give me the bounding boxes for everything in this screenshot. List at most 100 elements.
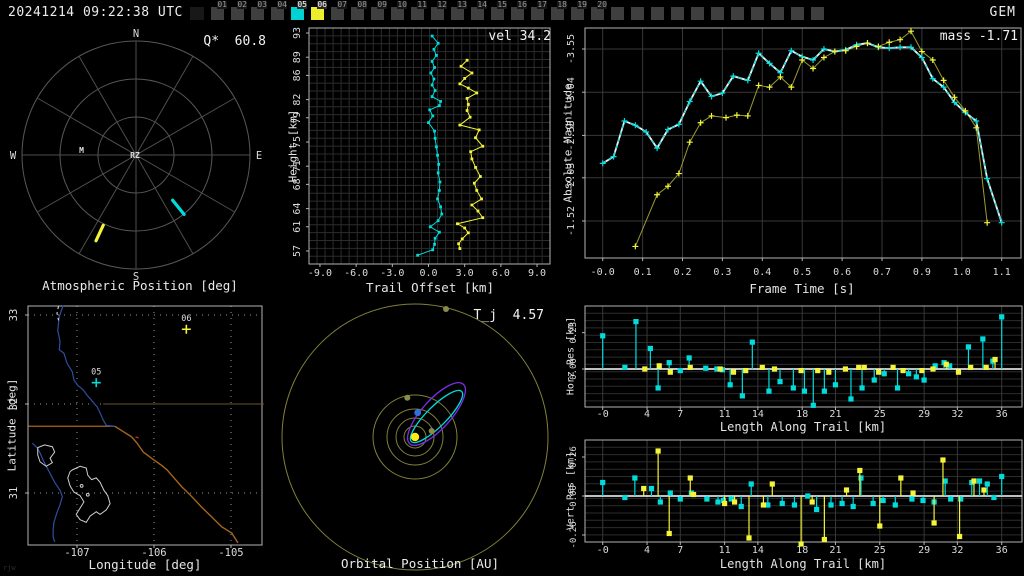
panel-horz-res: -0 4 7 11 14 18 21 25 29 32 36 0.00 0.23 Horz Res [k… [560,300,1024,437]
frame-box-08[interactable]: 08 [351,1,367,20]
frame-box-18[interactable]: 18 [551,1,567,20]
frame-box-10[interactable]: 10 [391,1,407,20]
svg-text:3.0: 3.0 [456,268,474,279]
atmospheric-plot-svg: N S E W M R Z [10,28,262,283]
svg-text:25: 25 [874,409,886,420]
svg-text:05: 05 [91,368,101,378]
map-xlabel: Longitude [deg] [88,557,202,572]
svg-text:79: 79 [292,112,303,124]
frame-box-11[interactable]: 11 [411,1,427,20]
svg-text:-0.26: -0.26 [569,521,579,548]
frame-box-x21[interactable] [611,7,624,20]
frame-box-05[interactable]: 05 [291,1,307,20]
frame-box-x31[interactable] [811,7,824,20]
frame-box-x29[interactable] [771,7,784,20]
stat-vel: vel 34.2 [488,29,551,44]
svg-text:-0.0: -0.0 [591,267,615,278]
svg-text:-3.55: -3.55 [566,34,577,64]
svg-text:E: E [256,150,262,162]
svg-text:14: 14 [752,545,764,556]
svg-text:9.0: 9.0 [528,268,546,279]
svg-text:21: 21 [829,545,841,556]
svg-text:M: M [79,146,84,155]
magnitude-plot-svg: -0.0 0.1 0.2 0.3 0.4 0.5 0.6 0.7 0.9 1.0 1.1 -3.55 -… [566,27,1022,278]
watermark: rjw [3,564,16,572]
svg-text:0.23: 0.23 [569,322,579,344]
horz-res-ylabel: Horz Res [km] [565,316,577,396]
frame-label: 07 [337,0,347,9]
svg-text:S: S [133,271,139,283]
svg-text:61: 61 [292,221,303,233]
frame-box-20[interactable]: 20 [591,1,607,20]
frame-label: 03 [257,0,267,9]
frame-box-x23[interactable] [651,7,664,20]
svg-text:6.0: 6.0 [492,268,510,279]
svg-text:0.00: 0.00 [569,358,579,380]
top-bar: 20241214 09:22:38 UTC 01 02 03 04 05 06 07 08 09… [0,0,1024,25]
stat-mass: mass -1.71 [939,29,1018,44]
frame-box-x28[interactable] [751,7,764,20]
frame-box-06[interactable]: 06 [311,1,327,20]
magnitude-ylabel: Absolute Magnitude [561,83,575,203]
svg-text:-3.0: -3.0 [380,268,404,279]
frame-box-13[interactable]: 13 [451,1,467,20]
svg-text:06: 06 [181,314,191,324]
trail-xlabel: Trail Offset [km] [366,280,494,295]
frame-label: 09 [377,0,387,9]
frame-box-x24[interactable] [671,7,684,20]
panel-vert-res: -0 4 7 11 14 18 21 25 29 32 36 -0.26 0.00 0.26 Vert R… [560,437,1024,576]
svg-text:-1.52: -1.52 [566,206,577,236]
frame-box-16[interactable]: 16 [511,1,527,20]
svg-text:W: W [10,150,17,162]
svg-text:Z: Z [135,151,140,160]
frame-box-07[interactable]: 07 [331,1,347,20]
stat-q: Q* 60.8 [203,34,266,49]
stat-tj: T_j 4.57 [473,308,544,323]
frame-label: 19 [577,0,587,9]
frame-box-09[interactable]: 09 [371,1,387,20]
svg-text:-105: -105 [218,547,243,559]
frame-box-01[interactable]: 01 [211,1,227,20]
orbital-plot-svg [281,303,549,571]
svg-text:-0: -0 [597,409,609,420]
frame-label: 20 [597,0,607,9]
frame-box-x27[interactable] [731,7,744,20]
timestamp-text: 20241214 09:22:38 UTC [8,5,183,20]
svg-text:0.00: 0.00 [569,485,579,507]
frame-box-03[interactable]: 03 [251,1,267,20]
frame-box-x0[interactable] [190,7,204,20]
frame-box-x26[interactable] [711,7,724,20]
frame-box-14[interactable]: 14 [471,1,487,20]
svg-text:-2.53: -2.53 [566,120,577,150]
frame-box-02[interactable]: 02 [231,1,247,20]
svg-text:0.0: 0.0 [419,268,437,279]
svg-text:11: 11 [719,545,731,556]
svg-text:93: 93 [292,27,303,39]
svg-text:7: 7 [677,545,683,556]
frame-label: 12 [437,0,447,9]
frame-label: 10 [397,0,407,9]
svg-text:64: 64 [292,203,303,215]
frame-box-17[interactable]: 17 [531,1,547,20]
svg-text:-9.0: -9.0 [308,268,332,279]
svg-text:-0: -0 [597,545,609,556]
svg-text:25: 25 [874,545,886,556]
vert-res-svg: -0 4 7 11 14 18 21 25 29 32 36 -0.26 0.00 0.26 [569,439,1023,556]
frame-box-12[interactable]: 12 [431,1,447,20]
svg-text:36: 36 [996,545,1008,556]
svg-text:33: 33 [8,309,20,322]
svg-text:7: 7 [677,409,683,420]
frame-box-15[interactable]: 15 [491,1,507,20]
svg-text:4: 4 [644,545,650,556]
svg-text:89: 89 [292,51,303,63]
frame-box-04[interactable]: 04 [271,1,287,20]
panel-orbital-position: T_j 4.57 Orbital Position [AU] [280,300,560,576]
frame-box-x25[interactable] [691,7,704,20]
frame-box-19[interactable]: 19 [571,1,587,20]
frame-box-x30[interactable] [791,7,804,20]
frame-box-x22[interactable] [631,7,644,20]
svg-text:71: 71 [292,160,303,172]
frame-label: 14 [477,0,487,9]
svg-text:-2.03: -2.03 [566,163,577,193]
